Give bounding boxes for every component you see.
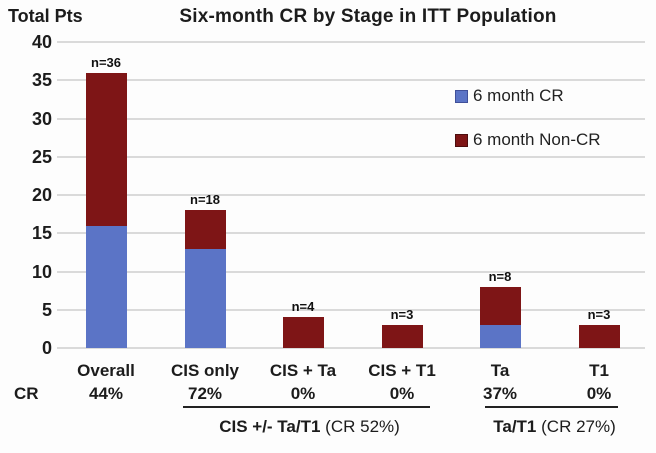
gridline [57,155,645,158]
gridline [57,79,645,82]
bar-segment-non-cr [381,325,423,348]
y-tick-label: 5 [41,299,52,320]
bar-segment-cr [184,248,226,348]
y-tick-label: 10 [31,261,52,282]
gridline [57,308,645,311]
gridline [57,347,645,349]
gridline [57,232,645,235]
y-axis-title: Total Pts [8,6,83,26]
n-label: n=3 [390,307,414,323]
cr-row-label: CR [14,384,39,403]
x-category-label: CIS + T1 [368,361,436,380]
x-category-label: CIS + Ta [269,361,337,380]
x-category-label: T1 [589,361,609,380]
legend-swatch-non-cr-icon [455,133,468,147]
y-tick-label: 0 [41,338,52,358]
n-label: n=3 [587,307,611,323]
gridline [57,117,645,120]
chart-title: Six-month CR by Stage in ITT Population [179,6,557,27]
bar-segment-non-cr [282,317,324,348]
bar-segment-non-cr [184,210,226,249]
legend-label-non-cr: 6 month Non-CR [473,130,601,149]
cr-percentage: 0% [586,384,612,403]
y-tick-label: 15 [31,223,52,244]
y-tick-label: 20 [31,185,52,205]
group-underline [183,406,430,408]
gridline [57,270,645,273]
cr-percentage: 0% [389,384,415,403]
group-label: CIS +/- Ta/T1 (CR 52%) [219,417,400,436]
cr-percentage: 37% [482,384,518,403]
n-label: n=36 [91,54,121,70]
x-category-label: Ta [490,361,510,380]
y-tick-label: 25 [31,146,52,167]
x-category-label: Overall [77,361,135,380]
legend-item-6-month-non-cr: 6 month Non-CR [455,130,601,150]
cr-percentage: 44% [88,384,124,403]
y-tick-label: 30 [31,108,52,129]
n-label: n=18 [190,192,220,208]
gridline [57,41,645,43]
x-category-label: CIS only [170,361,239,380]
gridline [57,194,645,196]
n-label: n=8 [488,268,512,284]
n-label: n=4 [291,299,315,315]
group-underline [485,406,618,408]
y-tick-label: 40 [31,32,52,52]
bar-segment-non-cr [85,72,127,226]
group-label: Ta/T1 (CR 27%) [493,417,616,436]
bar-segment-non-cr [479,286,521,326]
cr-percentage: 0% [290,384,316,403]
bar-segment-cr [85,225,127,348]
legend-item-6-month-cr: 6 month CR [455,86,601,106]
cr-percentage: 72% [187,384,223,403]
bar-segment-non-cr [578,325,620,348]
bar-segment-cr [479,325,521,348]
y-tick-label: 35 [31,70,52,91]
legend-swatch-cr-icon [455,89,468,103]
legend: 6 month CR 6 month Non-CR [455,86,601,174]
legend-label-cr: 6 month CR [473,86,564,105]
